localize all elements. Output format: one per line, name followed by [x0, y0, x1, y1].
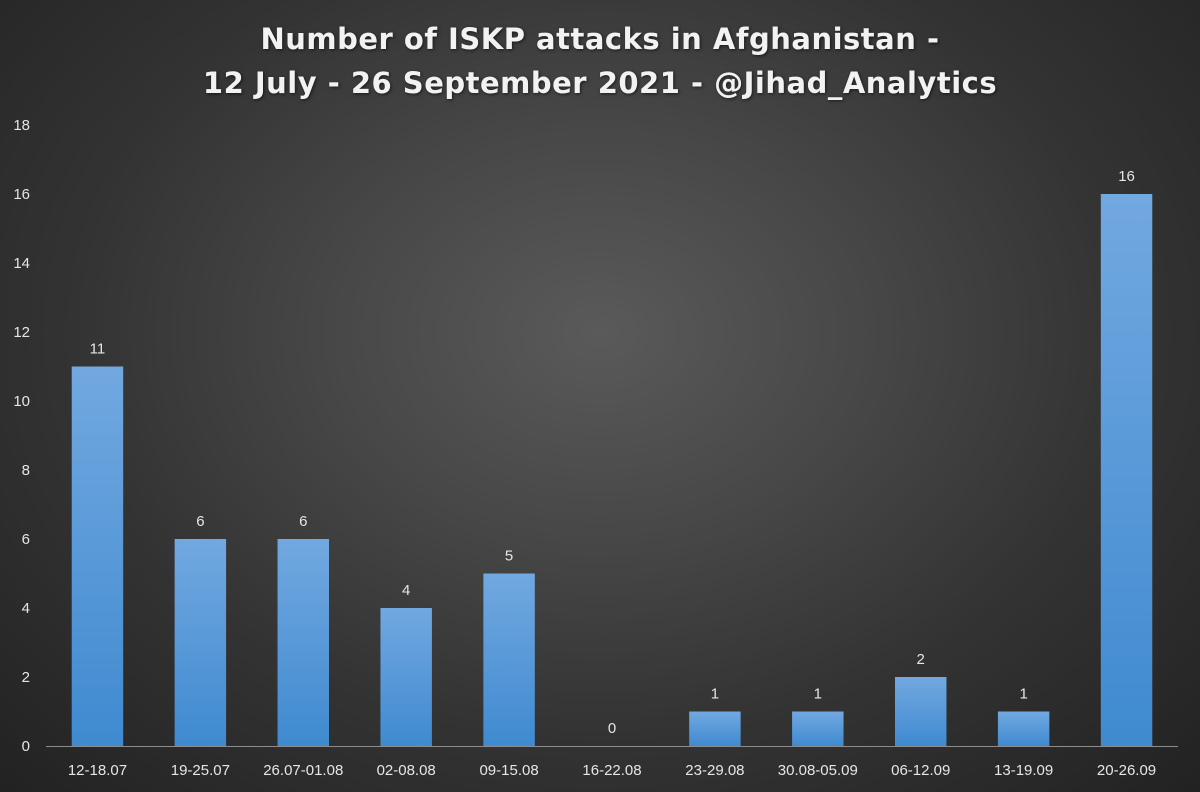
x-tick-label: 09-15.08	[479, 762, 538, 779]
y-tick-label: 2	[22, 669, 30, 686]
data-label: 1	[814, 686, 822, 703]
data-label: 4	[402, 582, 410, 599]
x-tick-label: 06-12.09	[891, 762, 950, 779]
data-label: 6	[299, 513, 307, 530]
x-tick-label: 02-08.08	[377, 762, 436, 779]
bar-09-15.08	[483, 573, 535, 746]
y-axis-tick-labels: 0 2 4 6 8 10 12 14 16 18	[13, 117, 30, 755]
y-tick-label: 16	[13, 186, 30, 203]
data-label: 16	[1118, 168, 1135, 185]
bar-13-19.09	[997, 711, 1050, 746]
bar-23-29.08	[689, 711, 741, 746]
bar-26.07-01.08	[277, 539, 329, 746]
x-tick-label: 12-18.07	[68, 762, 127, 779]
data-label: 5	[505, 548, 513, 565]
bars-group	[71, 194, 1153, 746]
x-tick-label: 26.07-01.08	[263, 762, 343, 779]
x-tick-label: 19-25.07	[171, 762, 230, 779]
y-tick-label: 8	[22, 462, 30, 479]
y-tick-label: 0	[22, 738, 30, 755]
data-label: 1	[1019, 686, 1027, 703]
data-label: 2	[917, 651, 925, 668]
bar-20-26.09	[1100, 194, 1153, 746]
x-tick-label: 30.08-05.09	[778, 762, 858, 779]
y-tick-label: 18	[13, 117, 30, 134]
bar-06-12.09	[895, 677, 947, 746]
y-tick-label: 4	[22, 600, 30, 617]
x-axis-tick-labels: 12-18.07 19-25.07 26.07-01.08 02-08.08 09-15…	[68, 762, 1156, 779]
bar-12-18.07	[71, 366, 124, 746]
data-label: 11	[90, 341, 106, 358]
y-tick-label: 6	[22, 531, 30, 548]
y-tick-label: 12	[13, 324, 30, 341]
bar-19-25.07	[174, 539, 227, 746]
x-tick-label: 13-19.09	[994, 762, 1053, 779]
bar-02-08.08	[380, 608, 432, 746]
data-label: 1	[711, 686, 719, 703]
y-tick-label: 14	[13, 255, 30, 272]
y-tick-label: 10	[13, 393, 30, 410]
x-tick-label: 16-22.08	[582, 762, 641, 779]
chart-title-line-1: Number of ISKP attacks in Afghanistan -	[260, 22, 940, 56]
bar-30.08-05.09	[792, 711, 844, 746]
data-label: 6	[196, 513, 204, 530]
chart-title-line-2: 12 July - 26 September 2021 - @Jihad_Ana…	[202, 66, 998, 100]
x-tick-label: 20-26.09	[1097, 762, 1156, 779]
data-label: 0	[608, 720, 616, 737]
x-tick-label: 23-29.08	[685, 762, 744, 779]
